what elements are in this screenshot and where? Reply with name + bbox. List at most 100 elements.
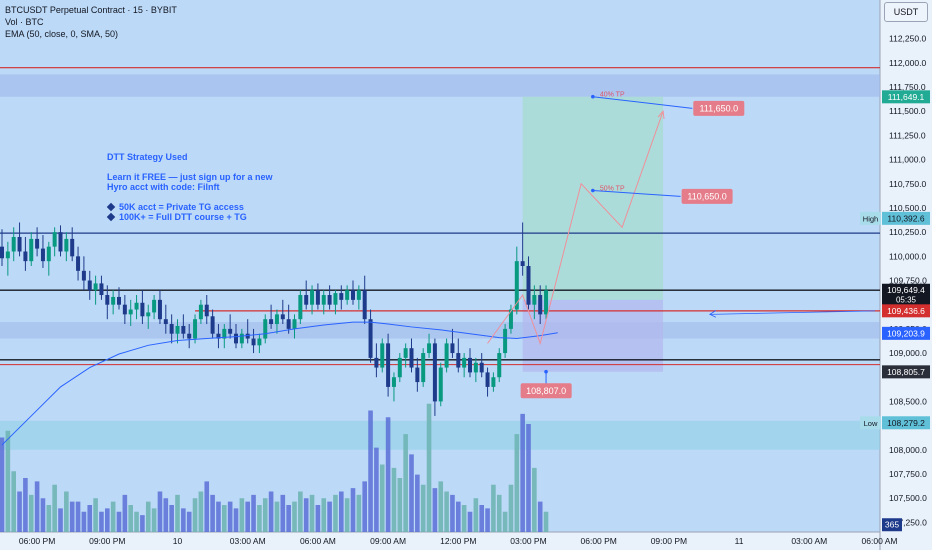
pointer-arrow-line[interactable] [709, 310, 876, 315]
candle[interactable] [327, 295, 332, 305]
candle[interactable] [508, 309, 513, 329]
candle[interactable] [46, 246, 51, 262]
candle[interactable] [11, 236, 16, 252]
candle[interactable] [526, 266, 531, 305]
candle[interactable] [351, 290, 355, 300]
candle[interactable] [274, 314, 279, 325]
candle[interactable] [40, 248, 45, 262]
candle[interactable] [23, 251, 28, 262]
candle[interactable] [380, 343, 385, 368]
candle[interactable] [222, 328, 227, 339]
candle[interactable] [257, 338, 262, 346]
candle[interactable] [497, 353, 502, 378]
candle[interactable] [438, 367, 443, 402]
candle[interactable] [356, 290, 361, 300]
demand-zone[interactable] [0, 322, 880, 339]
candle[interactable] [35, 238, 40, 249]
candle[interactable] [146, 312, 151, 317]
candle[interactable] [204, 304, 209, 317]
volume-badge[interactable] [882, 518, 902, 532]
candle[interactable] [321, 295, 326, 305]
candle[interactable] [544, 290, 549, 315]
low-zone[interactable] [0, 420, 880, 450]
high-price-badge[interactable] [882, 211, 930, 225]
candle[interactable] [362, 290, 367, 320]
candle[interactable] [468, 357, 472, 373]
candle[interactable] [421, 353, 426, 383]
candle[interactable] [532, 295, 537, 305]
candle[interactable] [345, 290, 350, 300]
candle[interactable] [163, 319, 168, 325]
candle[interactable] [263, 319, 268, 339]
candle[interactable] [456, 353, 461, 368]
candle[interactable] [520, 261, 525, 266]
candle[interactable] [462, 357, 467, 368]
candle[interactable] [93, 283, 98, 291]
candle[interactable] [374, 357, 379, 368]
sl-price-badge[interactable] [520, 383, 572, 399]
candle[interactable] [251, 338, 256, 346]
candle[interactable] [491, 377, 496, 387]
candle[interactable] [403, 348, 408, 358]
resistance-badge[interactable] [882, 304, 930, 318]
candle[interactable] [17, 236, 22, 252]
candle[interactable] [339, 293, 344, 300]
strategy-note[interactable]: DTT Strategy Used Learn it FREE — just s… [106, 152, 273, 222]
candle[interactable] [5, 251, 10, 259]
tp-level-badge[interactable] [882, 90, 930, 104]
candle[interactable] [134, 302, 139, 310]
ema-badge[interactable] [882, 326, 930, 340]
candle[interactable] [269, 319, 274, 325]
candle[interactable] [181, 325, 186, 334]
candle[interactable] [280, 314, 285, 320]
candle[interactable] [310, 290, 315, 305]
last-price-badge[interactable] [882, 283, 930, 306]
tp50-anchor[interactable] [591, 188, 595, 193]
candle[interactable] [514, 261, 519, 310]
tp40-price-badge[interactable] [693, 100, 745, 116]
candle[interactable] [432, 343, 437, 402]
candle[interactable] [193, 319, 198, 339]
tp50-line[interactable] [592, 190, 681, 197]
low-price-badge[interactable] [882, 416, 930, 430]
candle[interactable] [81, 270, 86, 281]
candle[interactable] [503, 328, 508, 354]
candle[interactable] [140, 302, 145, 317]
candle[interactable] [286, 319, 291, 329]
candle[interactable] [111, 296, 116, 305]
candle[interactable] [87, 280, 92, 291]
candle[interactable] [245, 333, 250, 339]
candle[interactable] [444, 343, 449, 368]
candle[interactable] [409, 348, 414, 368]
candle[interactable] [239, 333, 244, 344]
candle[interactable] [538, 295, 543, 315]
candle[interactable] [333, 293, 338, 305]
candle[interactable] [415, 367, 420, 383]
candle[interactable] [169, 324, 174, 334]
candle[interactable] [52, 232, 57, 247]
candle[interactable] [64, 238, 69, 252]
candle[interactable] [228, 328, 233, 334]
projection-path[interactable] [487, 111, 664, 346]
candle[interactable] [58, 232, 63, 252]
candle[interactable] [122, 304, 127, 315]
long-position-profit-zone[interactable] [522, 96, 664, 300]
candle[interactable] [368, 319, 373, 358]
candle[interactable] [304, 295, 309, 305]
symbol-title[interactable]: BTCUSDT Perpetual Contract · 15 · BYBIT [5, 5, 177, 15]
candle[interactable] [391, 377, 396, 387]
candle[interactable] [479, 362, 484, 373]
candle[interactable] [485, 372, 490, 387]
candle[interactable] [152, 299, 157, 313]
tp40-line[interactable] [592, 96, 693, 109]
sl-anchor[interactable] [544, 369, 548, 374]
candle[interactable] [315, 290, 320, 305]
candle[interactable] [99, 283, 104, 296]
candle[interactable] [157, 299, 162, 320]
candle[interactable] [450, 343, 455, 354]
candle[interactable] [175, 325, 180, 334]
candle[interactable] [386, 343, 391, 387]
candle[interactable] [76, 256, 81, 271]
stop-badge[interactable] [882, 365, 930, 379]
